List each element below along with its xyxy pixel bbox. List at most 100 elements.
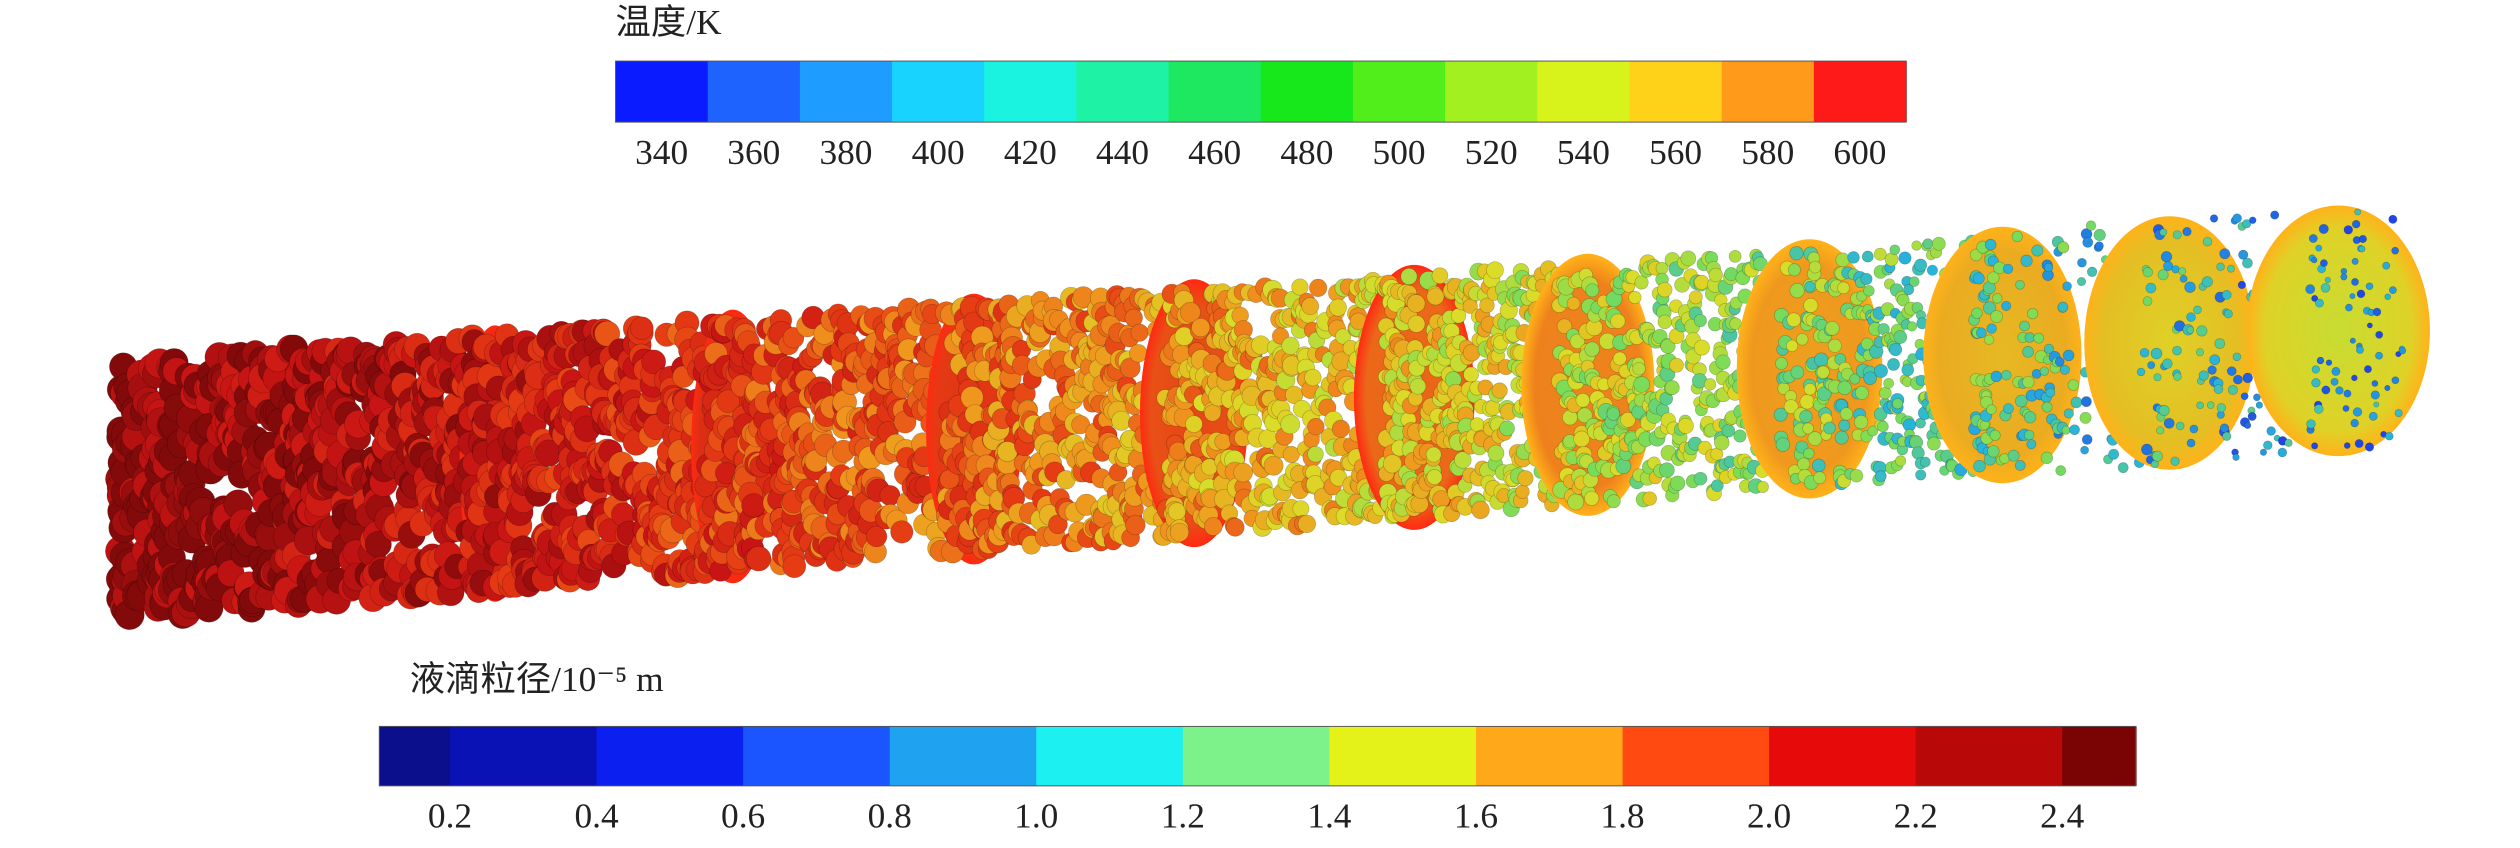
color-swatch (799, 61, 893, 123)
droplet (2079, 411, 2092, 424)
droplet (1292, 500, 1310, 518)
droplet (1233, 462, 1253, 483)
droplet (1906, 321, 1918, 332)
droplet (2173, 372, 2182, 381)
droplet (2209, 354, 2221, 366)
droplet (2136, 367, 2146, 377)
droplet (1119, 357, 1141, 379)
droplet (2001, 369, 2012, 381)
droplet (630, 316, 654, 341)
droplet (1454, 451, 1472, 469)
droplet (2242, 372, 2253, 384)
droplet (2219, 423, 2230, 433)
color-swatch (1076, 61, 1170, 123)
droplet (1756, 480, 1769, 493)
droplet (2311, 365, 2320, 374)
droplet (1987, 445, 2000, 458)
droplet (2195, 348, 2205, 357)
droplet (1973, 459, 1986, 473)
droplet (2160, 251, 2173, 263)
droplet (2370, 390, 2380, 400)
droplet (2391, 246, 2400, 255)
droplet (2253, 393, 2261, 402)
droplet (2388, 286, 2397, 295)
droplet (1567, 493, 1585, 511)
droplet (1710, 479, 1724, 492)
droplet (1849, 468, 1864, 483)
color-swatch (707, 61, 801, 123)
tick-label: 340 (635, 132, 688, 172)
droplet (2232, 453, 2240, 461)
droplet (782, 554, 807, 579)
color-swatch (1622, 726, 1770, 786)
droplet (2147, 361, 2156, 370)
droplet (2069, 424, 2080, 436)
droplet (1789, 283, 1805, 299)
droplet (2232, 352, 2242, 362)
droplet (2227, 384, 2238, 396)
droplet (2363, 365, 2372, 374)
droplet (1990, 310, 2003, 323)
droplet (2117, 462, 2129, 474)
droplet (2350, 418, 2359, 428)
droplet (1606, 407, 1620, 421)
droplet (2259, 448, 2268, 456)
droplet (1693, 314, 1707, 328)
droplet (2270, 210, 2280, 220)
color-swatch (984, 61, 1078, 123)
droplet (1827, 338, 1842, 353)
droplet (2207, 365, 2217, 375)
droplet (1462, 298, 1478, 314)
droplet (2318, 223, 2329, 234)
droplet (1130, 323, 1149, 342)
droplet (2226, 366, 2237, 376)
droplet (2391, 376, 2400, 385)
droplet (1425, 446, 1442, 463)
tick-label: 0.2 (428, 796, 472, 836)
droplet (1584, 341, 1600, 358)
droplet (2002, 263, 2014, 275)
droplet (2196, 401, 2205, 410)
droplet (2059, 364, 2070, 375)
droplet (2209, 214, 2219, 223)
droplet (1787, 263, 1801, 277)
droplet (2206, 401, 2215, 410)
color-swatch (1769, 726, 1917, 786)
droplet (1861, 250, 1874, 263)
droplet (1839, 407, 1854, 421)
droplet (1680, 250, 1697, 267)
droplet (1225, 517, 1245, 537)
droplet (1307, 446, 1324, 463)
droplet (2054, 356, 2065, 367)
droplet (1307, 417, 1325, 436)
droplet (1975, 327, 1987, 339)
droplet (2182, 227, 2192, 237)
droplet (1566, 296, 1581, 311)
color-swatch (1629, 61, 1723, 123)
droplet (2342, 405, 2350, 412)
droplet (2354, 208, 2362, 216)
droplet (1786, 312, 1802, 328)
droplet (1803, 298, 1819, 313)
droplet (2202, 236, 2213, 247)
droplet (1406, 294, 1426, 313)
droplet (1854, 385, 1869, 400)
droplet (2240, 392, 2249, 401)
droplet (2077, 257, 2087, 268)
color-swatch (1445, 61, 1539, 123)
droplet (1426, 469, 1443, 485)
droplet (1203, 517, 1223, 536)
droplet (2031, 244, 2044, 257)
tick-label: 0.8 (868, 796, 912, 836)
droplet (2153, 373, 2162, 382)
droplet (1471, 500, 1490, 520)
droplet (2061, 425, 2071, 435)
droplet (1479, 297, 1495, 314)
color-swatch (596, 726, 744, 786)
droplet (1813, 471, 1827, 485)
droplet (1728, 249, 1742, 263)
droplet (1714, 434, 1730, 451)
droplet (1169, 522, 1190, 542)
droplet (2151, 450, 2163, 462)
